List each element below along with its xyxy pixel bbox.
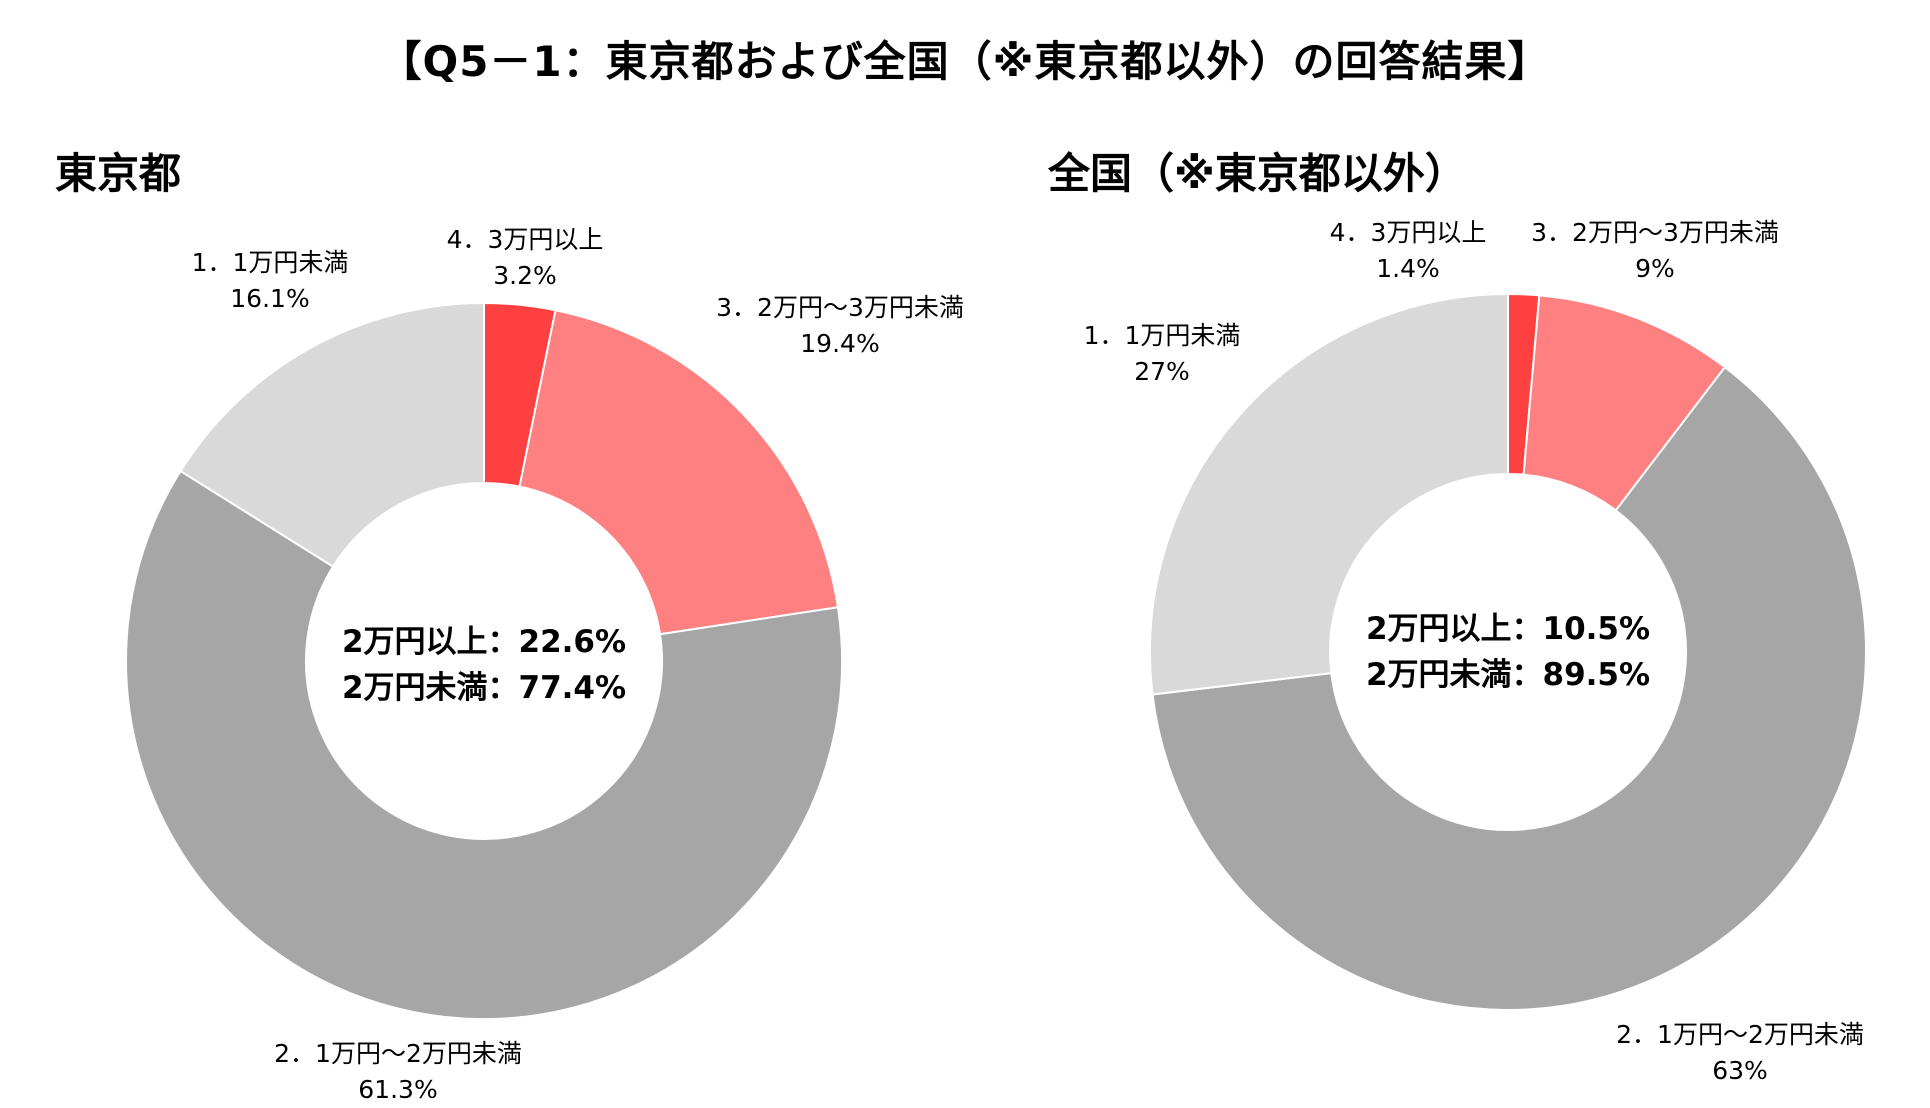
- slice-label-national-3: 3．2万円～3万円未満 9%: [1531, 218, 1779, 283]
- pie-slice-2: [125, 469, 843, 1020]
- center-text-tokyo: 2万円以上：22.6% 2万円未満：77.4%: [341, 624, 627, 706]
- slice-label-national-4: 4．3万円以上 1.4%: [1329, 218, 1487, 283]
- center-text-national: 2万円以上：10.5% 2万円未満：89.5%: [1365, 611, 1651, 693]
- slice-label-tokyo-3: 3．2万円～3万円未満 19.4%: [716, 293, 964, 358]
- chart-title-tokyo: 東京都: [55, 149, 182, 198]
- slice-label-tokyo-4: 4．3万円以上 3.2%: [446, 225, 604, 290]
- pie-slice-3: [518, 309, 840, 636]
- page-title: 【Q5－1：東京都および全国（※東京都以外）の回答結果】: [379, 37, 1551, 86]
- pie-slice-1: [1149, 292, 1509, 696]
- slice-label-tokyo-1: 1．1万円未満 16.1%: [191, 248, 349, 313]
- slice-label-national-2: 2．1万円～2万円未満 63%: [1616, 1020, 1864, 1085]
- pie-slice-1: [179, 301, 485, 568]
- pie-slice-2: [1151, 365, 1868, 1011]
- slice-label-national-1: 1．1万円未満 27%: [1083, 321, 1241, 386]
- chart-title-national: 全国（※東京都以外）: [1048, 149, 1467, 198]
